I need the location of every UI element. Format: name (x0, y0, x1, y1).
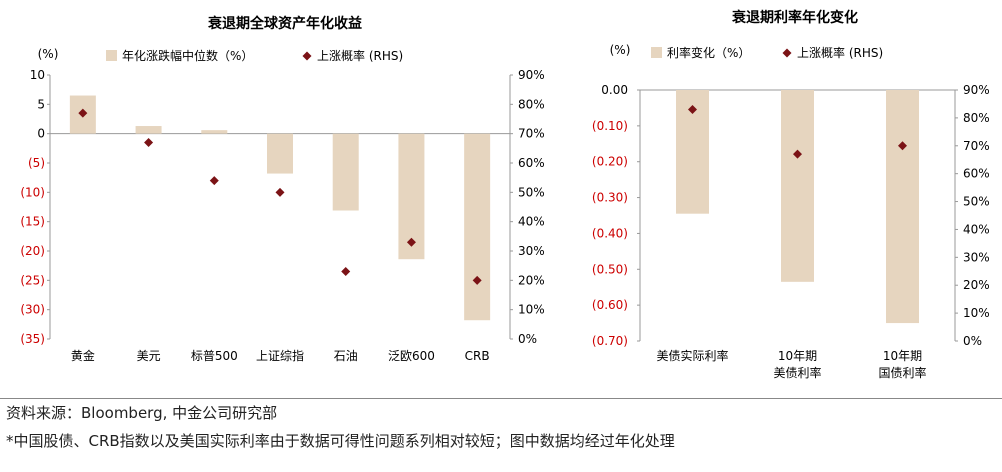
chart-1-ytick-label: (0.70) (592, 334, 628, 348)
chart-1-point (793, 149, 802, 159)
chart-0-ytick-label: (10) (20, 185, 45, 199)
chart-1-ytick-label: (0.60) (592, 298, 628, 312)
chart-1-legend-bar-swatch (651, 47, 662, 58)
chart-0-point (341, 267, 351, 277)
chart-0-legend-point-swatch (302, 51, 312, 61)
chart-0-ytick-label: (35) (20, 332, 45, 346)
chart-0-bar (267, 133, 293, 174)
chart-1-ytick-label: (0.20) (592, 155, 628, 169)
chart-1-bar (781, 90, 814, 282)
chart-0-ytick-label: (25) (20, 273, 45, 287)
chart-1-title: 衰退期利率年化变化 (731, 9, 858, 26)
chart-0-legend-bar-swatch (106, 50, 117, 61)
source-text: 资料来源：Bloomberg, 中金公司研究部 (6, 404, 278, 422)
chart-1-category-label: 10年期 (778, 349, 817, 363)
chart-1-y2tick-label: 40% (963, 222, 990, 236)
chart-0-y2tick-label: 10% (518, 303, 545, 317)
chart-1-category-label: 10年期 (883, 349, 922, 363)
chart-1-legend-bar-label: 利率变化（%） (667, 45, 750, 60)
chart-0-category-label: 石油 (334, 349, 358, 363)
chart-0-ytick-label: 5 (37, 97, 45, 111)
chart-0-category-label: 黄金 (71, 348, 95, 363)
chart-0-point (78, 108, 88, 118)
chart-0-bar (201, 130, 228, 134)
chart-0-category-label: 标普500 (191, 349, 238, 363)
chart-1-y-unit: (%) (610, 43, 631, 57)
chart-0-point (144, 137, 154, 147)
chart-1-y2tick-label: 30% (963, 250, 990, 264)
chart-0-y2tick-label: 80% (518, 97, 545, 111)
chart-0-title: 衰退期全球资产年化收益 (207, 15, 362, 32)
chart-0-ytick-label: (15) (20, 215, 45, 229)
chart-1-category-label: 美债实际利率 (656, 348, 728, 363)
chart-0-y2tick-label: 30% (518, 244, 545, 258)
chart-1-ytick-label: (0.50) (592, 262, 628, 276)
chart-1-category-label: 美债利率 (773, 365, 821, 380)
chart-0-point (406, 237, 416, 247)
chart-1-y2tick-label: 80% (963, 111, 990, 125)
chart-0-ytick-label: 10 (30, 68, 45, 82)
chart-0-point (275, 187, 285, 197)
chart-0-category-label: 泛欧600 (388, 349, 435, 363)
chart-0-ytick-label: (30) (20, 303, 45, 317)
chart-1-ytick-label: (0.40) (592, 226, 628, 240)
chart-0-y2tick-label: 90% (518, 68, 545, 82)
footer-divider (0, 398, 1002, 399)
chart-1-y2tick-label: 90% (963, 83, 990, 97)
chart-1-y2tick-label: 20% (963, 278, 990, 292)
chart-0-ytick-label: (20) (20, 244, 45, 258)
chart-0-ytick-label: (5) (28, 156, 45, 170)
chart-1-bar (886, 90, 919, 324)
chart-0-bar (135, 126, 162, 134)
chart-1-legend-point-swatch (782, 48, 792, 58)
chart-0-y2tick-label: 70% (518, 127, 545, 141)
chart-0-bar (464, 133, 491, 321)
charts-canvas: 衰退期全球资产年化收益 (%) 10 5 0 (5) (10) (15) (20) (25) (30… (20, 9, 990, 380)
chart-1-y2tick-label: 10% (963, 306, 990, 320)
chart-0-y2tick-label: 20% (518, 273, 545, 287)
chart-0-y2tick-label: 0% (518, 332, 537, 346)
chart-0-category-label: CRB (465, 349, 490, 363)
chart-0-ytick-label: 0 (37, 127, 45, 141)
chart-1-ytick-label: (0.30) (592, 191, 628, 205)
chart-1-y2tick-label: 60% (963, 167, 990, 181)
chart-0-bar (332, 133, 359, 211)
chart-1-y2tick-label: 50% (963, 195, 990, 209)
chart-0-y2tick-label: 60% (518, 156, 545, 170)
chart-1-point (688, 105, 697, 115)
chart-0-legend-bar-label: 年化涨跌幅中位数（%） (122, 48, 253, 63)
chart-1-y2tick-label: 70% (963, 139, 990, 153)
footnote-text: *中国股债、CRB指数以及美国实际利率由于数据可得性问题系列相对较短；图中数据均… (6, 432, 675, 450)
chart-0-legend-point-label: 上涨概率 (RHS) (317, 48, 403, 63)
chart-0-category-label: 美元 (137, 349, 161, 363)
chart-1-category-label: 国债利率 (878, 365, 926, 380)
chart-0-point (209, 176, 219, 186)
chart-0-point (472, 275, 482, 285)
chart-0-y-unit: (%) (38, 47, 59, 61)
chart-1-legend-point-label: 上涨概率 (RHS) (797, 45, 883, 60)
chart-0-category-label: 上证综指 (256, 348, 304, 363)
chart-0-y2tick-label: 40% (518, 215, 545, 229)
chart-0-y2tick-label: 50% (518, 185, 545, 199)
chart-1-y2tick-label: 0% (963, 334, 982, 348)
chart-1-ytick-label: (0.10) (592, 119, 628, 133)
chart-1-point (898, 141, 907, 151)
chart-1-ytick-label: 0.00 (601, 83, 628, 97)
